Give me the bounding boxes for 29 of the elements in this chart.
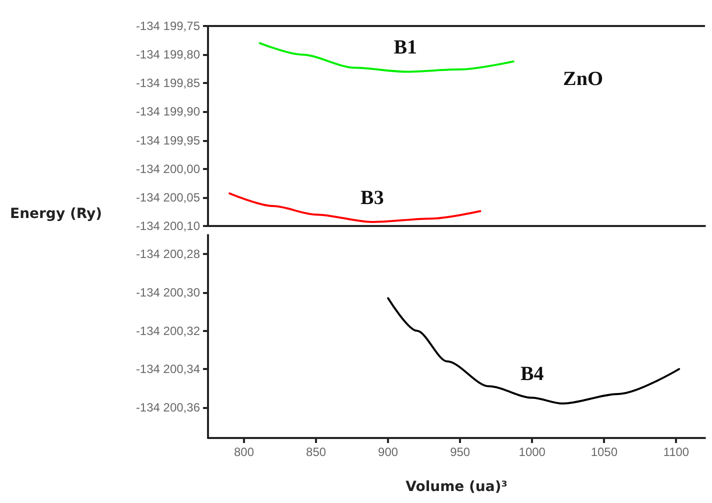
x-axis-title: Volume (ua)³ [406,479,508,495]
y-tick-label: -134 200,34 [136,362,200,376]
y-tick-label: -134 199,75 [136,19,200,33]
x-tick-label: 850 [306,445,326,459]
annotation: ZnO [562,68,604,90]
y-tick-label: -134 200,05 [136,190,200,204]
y-axis-title: Energy (Ry) [10,206,102,222]
line-series [387,297,680,405]
x-tick-label: 950 [450,445,470,459]
y-tick-label: -134 199,80 [136,48,200,62]
x-tick-label: 1000 [518,445,546,459]
x-tick-label: 900 [378,445,398,459]
y-tick-label: -134 200,10 [136,219,200,233]
y-tick-label: -134 200,30 [136,285,200,300]
y-tick-label: -134 200,36 [136,400,200,414]
line-series [228,192,482,223]
y-tick-label: -134 199,95 [136,133,200,148]
y-tick-label: -134 200,00 [136,162,200,176]
y-tick-label: -134 200,28 [136,247,200,262]
series-label: B1 [394,36,418,59]
series-label: B4 [520,362,544,385]
y-tick-label: -134 199,85 [136,76,200,90]
y-tick-label: -134 200,32 [136,324,200,338]
x-tick-label: 800 [234,445,254,459]
x-tick-label: 1100 [663,445,690,459]
y-tick-label: -134 199,90 [136,104,200,119]
line-series [258,42,514,73]
series-label: B3 [360,187,384,209]
x-tick-label: 1050 [590,445,618,459]
